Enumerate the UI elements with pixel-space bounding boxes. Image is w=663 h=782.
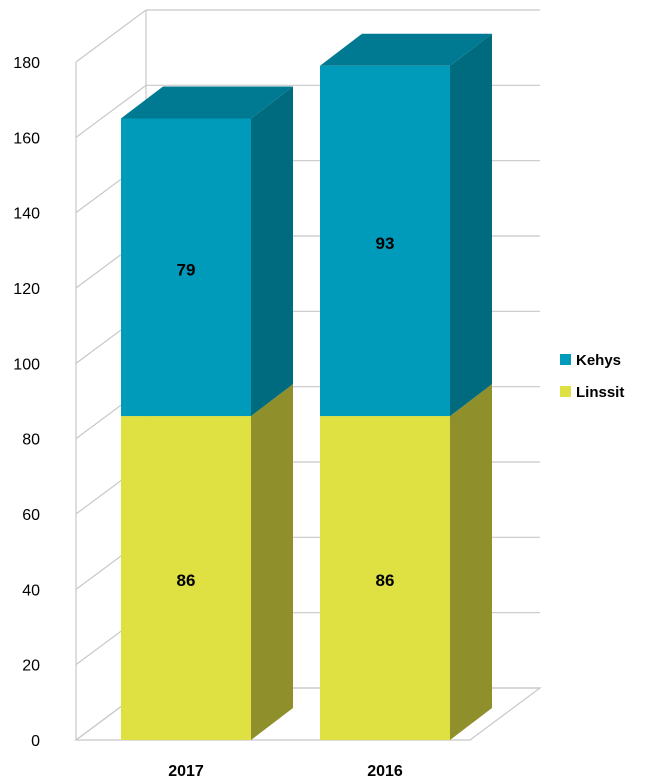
x-tick-label-2016: 2016 xyxy=(367,763,403,780)
bar-top-2017 xyxy=(121,86,293,119)
y-tick-label: 160 xyxy=(13,130,40,147)
x-tick-label-2017: 2017 xyxy=(168,763,204,780)
bar-side-kehys-2016 xyxy=(450,33,492,417)
legend: Kehys Linssit xyxy=(560,352,624,401)
legend-label-linssit: Linssit xyxy=(576,384,624,401)
bar-side-kehys-2017 xyxy=(251,86,293,417)
bar-linssit-2016 xyxy=(320,416,450,740)
bar-kehys-2017 xyxy=(121,118,251,417)
data-label-kehys-2016: 93 xyxy=(376,234,395,253)
legend-swatch-kehys xyxy=(560,354,571,365)
data-label-linssit-2017: 86 xyxy=(177,571,196,590)
gridline-side xyxy=(75,9,147,63)
y-tick-label: 20 xyxy=(22,658,40,675)
y-tick-label: 140 xyxy=(13,206,40,223)
gridline-side xyxy=(75,84,147,138)
legend-swatch-linssit xyxy=(560,386,571,397)
legend-label-kehys: Kehys xyxy=(576,352,621,369)
y-axis-ticks: 0 20 40 60 80 100 120 140 160 180 xyxy=(13,55,40,750)
data-labels: 86 79 86 93 xyxy=(177,234,395,590)
bar-side-linssit-2016 xyxy=(450,384,492,740)
y-tick-label: 120 xyxy=(13,281,40,298)
bar-kehys-2016 xyxy=(320,65,450,417)
y-tick-label: 100 xyxy=(13,356,40,373)
bar-linssit-2017 xyxy=(121,416,251,740)
y-tick-label: 60 xyxy=(22,507,40,524)
y-tick-label: 0 xyxy=(31,733,40,750)
data-label-kehys-2017: 79 xyxy=(177,260,196,279)
y-tick-label: 80 xyxy=(22,432,40,449)
y-tick-label: 40 xyxy=(22,582,40,599)
y-tick-label: 180 xyxy=(13,55,40,72)
bar-side-linssit-2017 xyxy=(251,384,293,740)
x-axis-ticks: 2017 2016 xyxy=(168,763,403,780)
data-label-linssit-2016: 86 xyxy=(376,571,395,590)
bar-top-2016 xyxy=(320,33,492,66)
bars xyxy=(121,33,492,740)
